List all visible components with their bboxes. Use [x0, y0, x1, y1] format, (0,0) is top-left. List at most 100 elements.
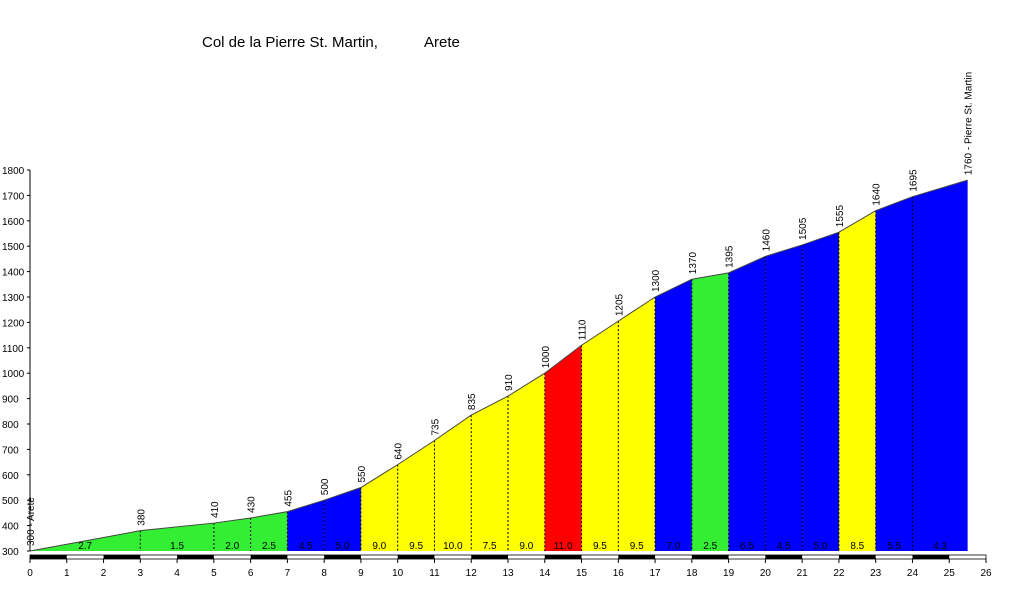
y-tick-label: 1200	[2, 318, 25, 329]
y-tick-label: 1400	[2, 268, 25, 279]
x-axis-km	[471, 555, 508, 559]
gradient-label: 5.0	[814, 541, 828, 552]
profile-segment	[397, 440, 435, 551]
y-tick-label: 1300	[2, 293, 25, 304]
elevation-label: 380	[136, 509, 147, 526]
x-tick-label: 4	[174, 568, 180, 579]
elevation-label: 1110	[578, 319, 589, 340]
gradient-label: 1.5	[170, 541, 184, 552]
x-tick-label: 17	[650, 568, 662, 579]
y-tick-label: 600	[2, 471, 19, 482]
profile-segment	[912, 180, 968, 551]
gradient-label: 9.5	[409, 541, 423, 552]
x-axis-km	[544, 555, 582, 559]
profile-line	[29, 179, 968, 552]
profile-segment	[838, 210, 876, 551]
elevation-label: 1000	[541, 346, 552, 369]
x-tick-label: 10	[392, 568, 404, 579]
x-tick-label: 20	[760, 568, 772, 579]
profile-segment	[287, 500, 325, 551]
profile-segment	[875, 196, 913, 552]
gradient-label: 9.0	[372, 541, 386, 552]
x-tick-label: 14	[539, 568, 551, 579]
elevation-label: 735	[430, 418, 441, 435]
y-tick-label: 300	[2, 547, 19, 558]
x-tick-label: 25	[944, 568, 956, 579]
elevation-label: 455	[283, 490, 294, 507]
elevation-label: 910	[504, 374, 515, 391]
elevation-label: 430	[247, 496, 258, 513]
y-tick-label: 800	[2, 420, 19, 431]
profile-segment	[728, 256, 766, 551]
x-tick-label: 3	[138, 568, 144, 579]
x-axis-km	[250, 555, 288, 559]
profile-segment	[213, 517, 251, 551]
chart-title: Col de la Pierre St. Martin,	[202, 34, 378, 51]
profile-segment	[250, 511, 288, 551]
elevation-label: 300 - Arete	[26, 497, 37, 546]
elevation-label: 1695	[908, 169, 919, 192]
elevation-label: 410	[210, 501, 221, 518]
elevation-label: 640	[394, 443, 405, 460]
x-axis-km	[397, 555, 435, 559]
gradient-label: 2.7	[78, 541, 92, 552]
x-tick-label: 8	[321, 568, 327, 579]
elevation-label: 1505	[798, 217, 809, 240]
x-tick-label: 9	[358, 568, 364, 579]
gradient-label: 4.5	[299, 541, 313, 552]
x-tick-label: 18	[686, 568, 698, 579]
x-tick-label: 26	[980, 568, 992, 579]
gradient-label: 2.0	[225, 541, 239, 552]
x-tick-label: 23	[870, 568, 882, 579]
profile-segment	[360, 464, 398, 551]
x-tick-label: 24	[907, 568, 919, 579]
elevation-label: 1760 - Pierre St. Martin	[964, 72, 975, 175]
x-tick-label: 19	[723, 568, 735, 579]
x-tick-label: 13	[502, 568, 514, 579]
gradient-label: 7.0	[667, 541, 681, 552]
gradient-label: 2.5	[703, 541, 717, 552]
gradient-label: 5.5	[887, 541, 901, 552]
x-tick-label: 2	[101, 568, 107, 579]
x-tick-label: 1	[64, 568, 70, 579]
x-tick-label: 6	[248, 568, 254, 579]
profile-segment	[691, 272, 729, 551]
x-axis-km	[103, 555, 141, 559]
x-tick-label: 21	[797, 568, 809, 579]
profile-segment	[508, 373, 545, 551]
y-tick-label: 700	[2, 445, 19, 456]
gradient-label: 7.5	[483, 541, 497, 552]
x-tick-label: 11	[429, 568, 440, 579]
gradient-label: 5.0	[336, 541, 350, 552]
profile-segment	[765, 244, 803, 551]
y-tick-label: 1800	[2, 166, 25, 177]
y-tick-label: 1500	[2, 242, 25, 253]
profile-segment	[581, 321, 619, 551]
gradient-label: 6.5	[740, 541, 754, 552]
y-tick-label: 400	[2, 522, 19, 533]
x-axis-km	[765, 555, 803, 559]
x-tick-label: 22	[833, 568, 845, 579]
elevation-label: 1460	[761, 229, 772, 252]
elevation-label: 550	[357, 465, 368, 482]
profile-segment	[618, 297, 656, 551]
chart-subtitle: Arete	[424, 34, 460, 51]
x-axis-km	[838, 555, 876, 559]
elevation-label: 500	[320, 478, 331, 495]
gradient-label: 4.3	[933, 541, 947, 552]
profile-segment	[544, 345, 582, 551]
elevation-label: 835	[467, 393, 478, 410]
elevation-label: 1205	[614, 293, 625, 316]
profile-segment	[471, 396, 508, 551]
x-tick-label: 5	[211, 568, 217, 579]
profile-segment	[140, 523, 214, 551]
gradient-label: 10.0	[443, 541, 463, 552]
gradient-label: 4.5	[777, 541, 791, 552]
gradient-label: 9.5	[630, 541, 644, 552]
y-tick-label: 1100	[2, 344, 24, 355]
profile-segment	[324, 487, 361, 551]
x-tick-label: 16	[613, 568, 625, 579]
profile-segment	[434, 415, 472, 551]
x-axis-km	[177, 555, 214, 559]
